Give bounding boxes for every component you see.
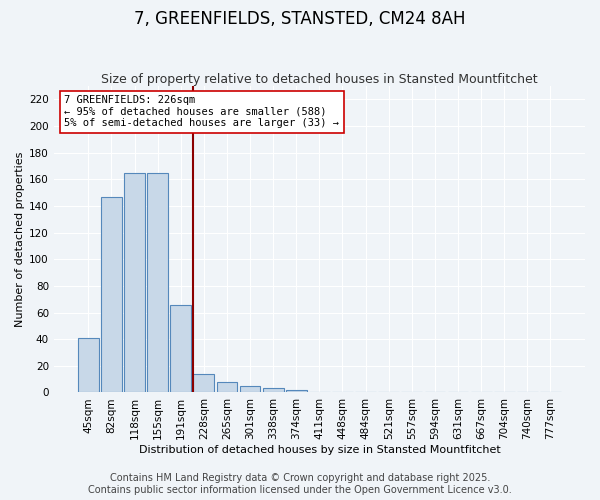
Bar xyxy=(193,374,214,392)
X-axis label: Distribution of detached houses by size in Stansted Mountfitchet: Distribution of detached houses by size … xyxy=(139,445,500,455)
Bar xyxy=(286,390,307,392)
Title: Size of property relative to detached houses in Stansted Mountfitchet: Size of property relative to detached ho… xyxy=(101,73,538,86)
Text: 7 GREENFIELDS: 226sqm
← 95% of detached houses are smaller (588)
5% of semi-deta: 7 GREENFIELDS: 226sqm ← 95% of detached … xyxy=(64,95,340,128)
Y-axis label: Number of detached properties: Number of detached properties xyxy=(15,152,25,327)
Bar xyxy=(239,386,260,392)
Text: 7, GREENFIELDS, STANSTED, CM24 8AH: 7, GREENFIELDS, STANSTED, CM24 8AH xyxy=(134,10,466,28)
Bar xyxy=(147,172,168,392)
Text: Contains HM Land Registry data © Crown copyright and database right 2025.
Contai: Contains HM Land Registry data © Crown c… xyxy=(88,474,512,495)
Bar xyxy=(78,338,99,392)
Bar xyxy=(101,196,122,392)
Bar xyxy=(217,382,238,392)
Bar xyxy=(263,388,284,392)
Bar xyxy=(124,172,145,392)
Bar xyxy=(170,304,191,392)
